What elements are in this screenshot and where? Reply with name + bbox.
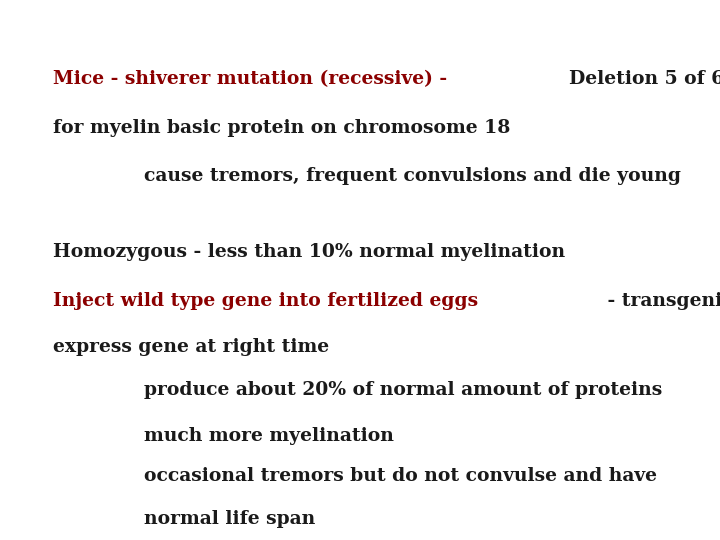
Text: - transgenic mice: - transgenic mice	[601, 292, 720, 309]
Text: cause tremors, frequent convulsions and die young: cause tremors, frequent convulsions and …	[144, 167, 681, 185]
Text: for myelin basic protein on chromosome 18: for myelin basic protein on chromosome 1…	[53, 119, 510, 137]
Text: occasional tremors but do not convulse and have: occasional tremors but do not convulse a…	[144, 467, 657, 485]
Text: Mice - shiverer mutation (recessive) -: Mice - shiverer mutation (recessive) -	[53, 70, 453, 88]
Text: Deletion 5 of 6 exons: Deletion 5 of 6 exons	[570, 70, 720, 88]
Text: Inject wild type gene into fertilized eggs: Inject wild type gene into fertilized eg…	[53, 292, 477, 309]
Text: express gene at right time: express gene at right time	[53, 338, 329, 355]
Text: much more myelination: much more myelination	[144, 427, 394, 444]
Text: normal life span: normal life span	[144, 510, 315, 528]
Text: Homozygous - less than 10% normal myelination: Homozygous - less than 10% normal myelin…	[53, 243, 564, 261]
Text: produce about 20% of normal amount of proteins: produce about 20% of normal amount of pr…	[144, 381, 662, 399]
